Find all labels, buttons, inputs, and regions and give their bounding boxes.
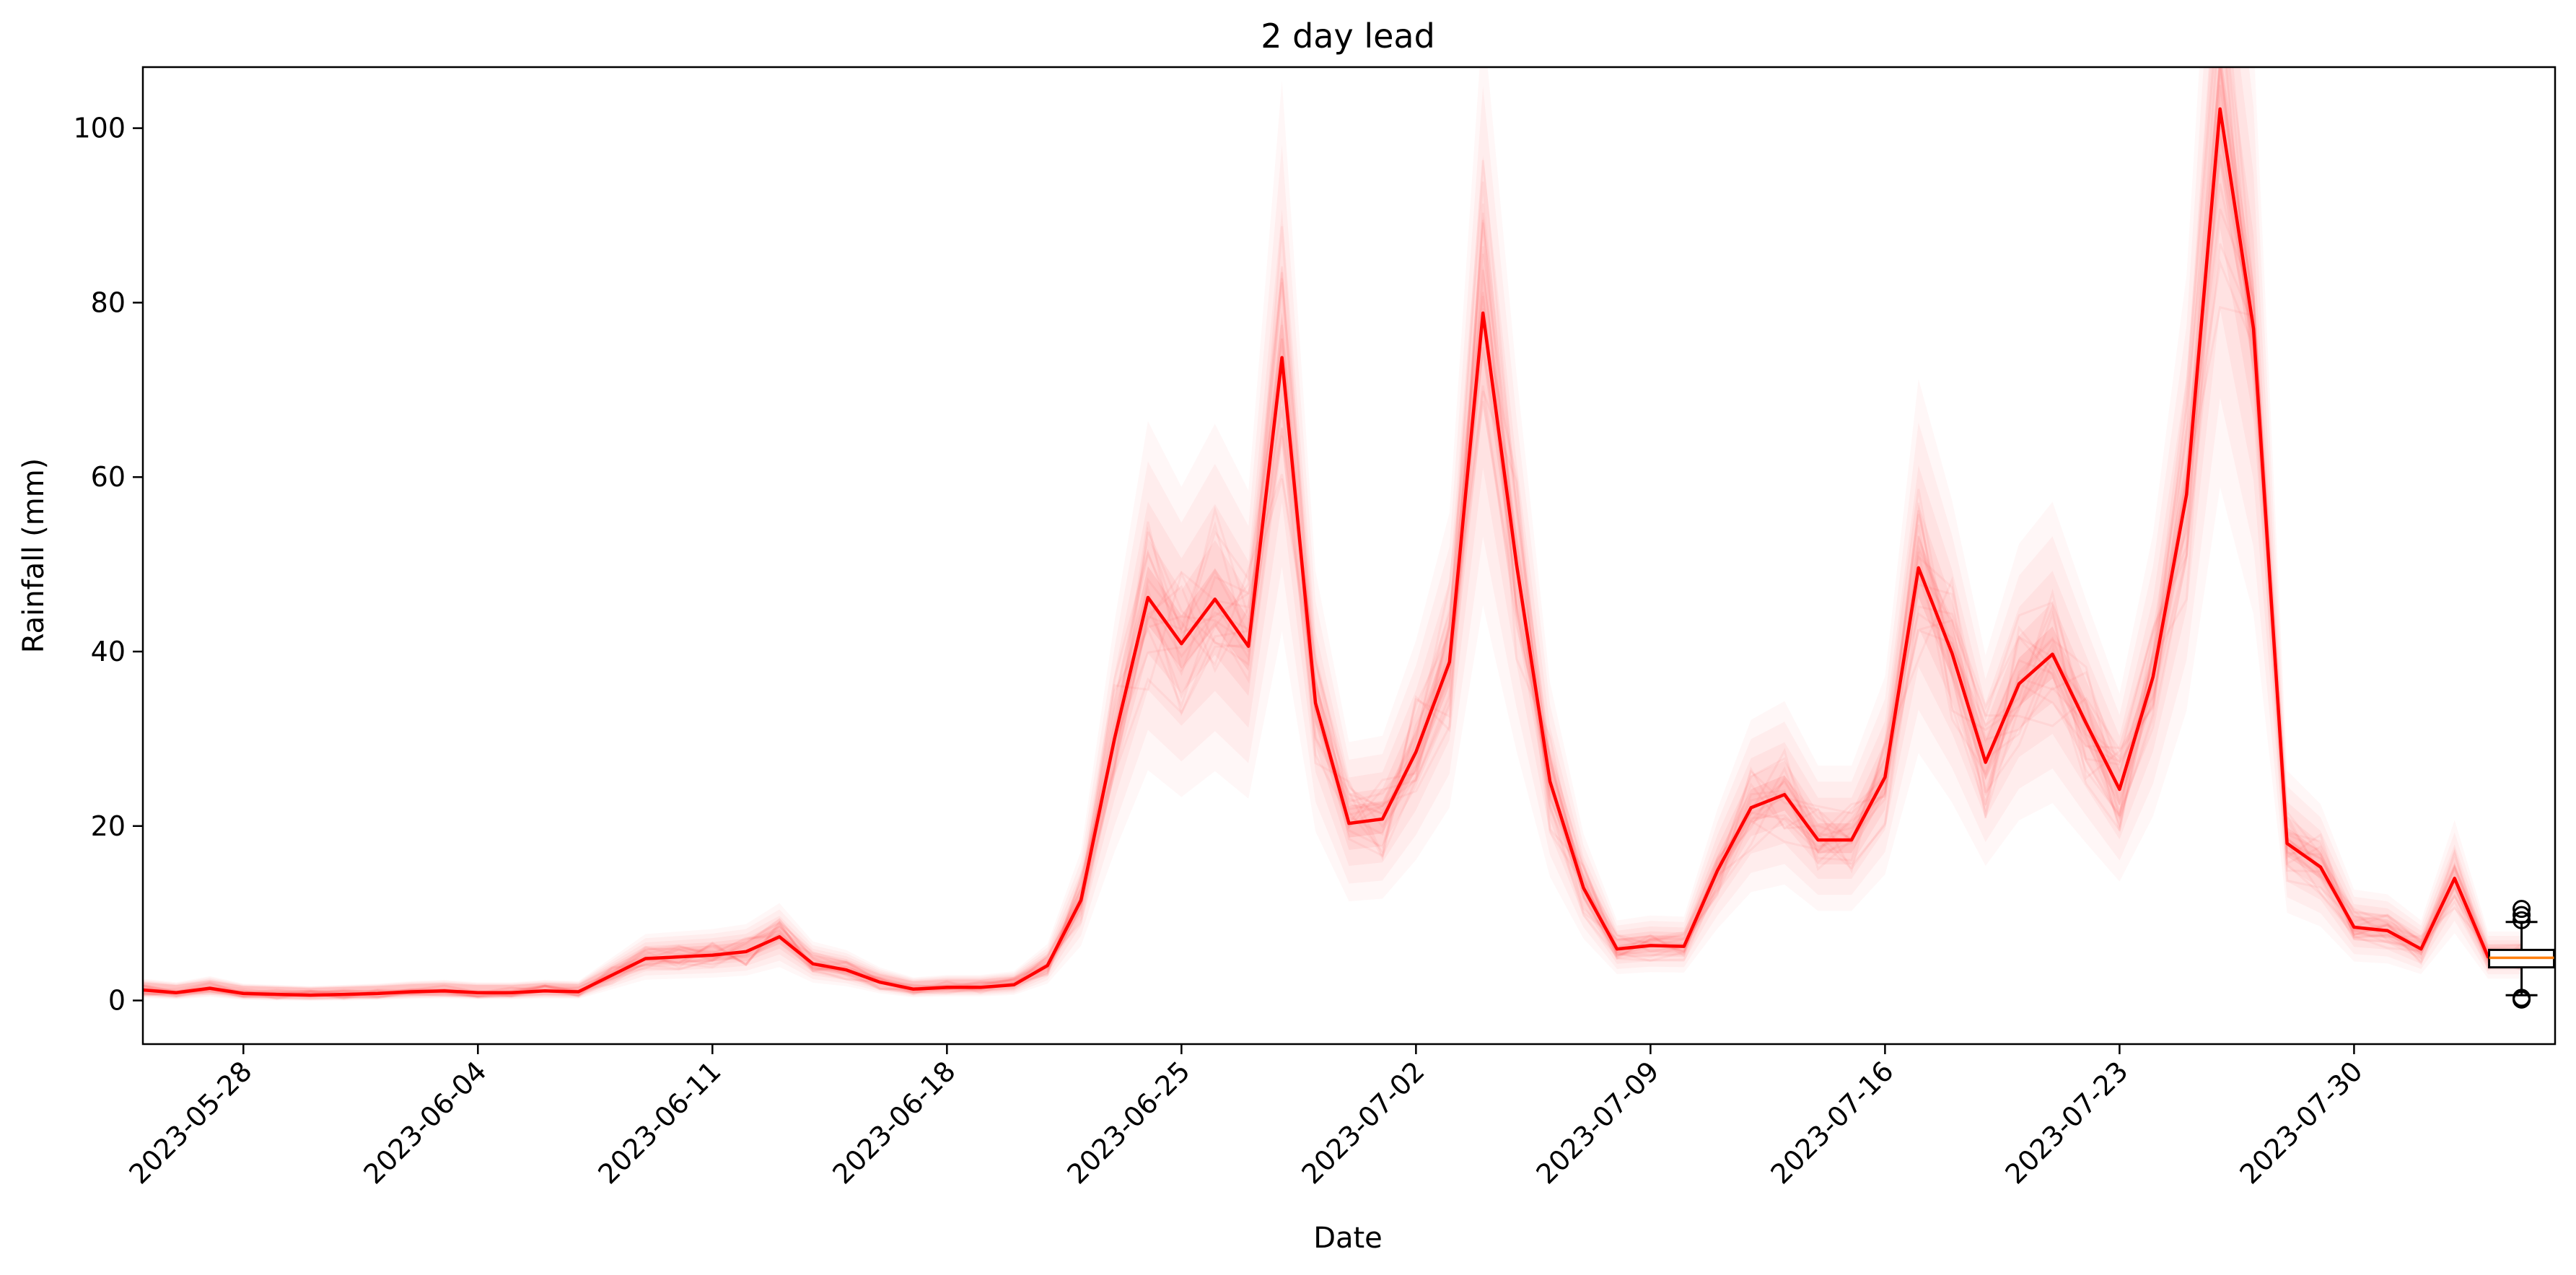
ensemble-band-1	[143, 67, 2522, 1001]
rainfall-series-line	[143, 107, 2522, 997]
box-flier	[2513, 989, 2531, 1007]
y-tick-label: 20	[91, 810, 126, 842]
y-tick-label: 0	[108, 985, 126, 1017]
ensemble-member-line	[143, 67, 2522, 998]
y-tick-label: 40	[91, 636, 126, 667]
box-flier	[2513, 911, 2531, 929]
y-axis: 0 20 40 60 80 100	[73, 113, 143, 1017]
plot-frame	[141, 66, 2557, 1046]
chart-title: 2 day lead	[1261, 17, 1435, 56]
ensemble-member-line	[143, 69, 2523, 999]
y-axis-label: Rainfall (mm)	[17, 458, 51, 654]
x-axis-label: Date	[1313, 1222, 1383, 1255]
series-layer	[143, 107, 2522, 997]
box-flier	[2513, 906, 2531, 924]
y-tick-label: 60	[91, 461, 126, 493]
ensemble-member-line	[143, 133, 2522, 998]
ensemble-band-0	[143, 67, 2522, 1001]
y-tick-label: 100	[73, 113, 126, 144]
ensemble-member-line	[143, 243, 2522, 998]
y-tick-label: 80	[91, 286, 126, 318]
ensemble-band-2	[143, 67, 2522, 1000]
box-flier	[2513, 900, 2531, 919]
boxplot	[2488, 900, 2556, 1009]
ensemble-member-line	[143, 67, 2522, 999]
